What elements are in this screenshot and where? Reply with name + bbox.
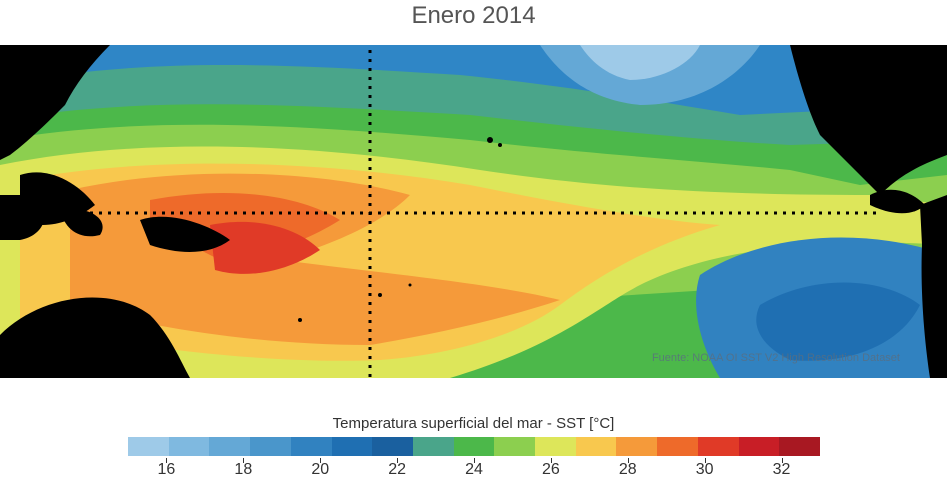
sst-map-svg [0,45,947,378]
colorbar-swatch [412,437,454,456]
colorbar-swatch [453,437,495,456]
colorbar-swatch [372,437,413,456]
colorbar-swatch [331,437,373,456]
colorbar-tick-mark [627,458,629,463]
map-title: Enero 2014 [411,2,536,29]
colorbar-swatch [290,437,332,456]
colorbar-swatch [616,437,658,456]
colorbar-swatch [535,437,576,456]
colorbar-tick-label: 32 [772,461,791,478]
colorbar-tick-label: 24 [465,461,483,478]
colorbar-tick-label: 30 [695,461,714,478]
colorbar-tick-mark [704,458,706,463]
colorbar-tick-mark [166,458,168,463]
colorbar-swatch [494,437,536,456]
colorbar-tick-label: 18 [234,461,253,478]
colorbar-tick-mark [474,458,475,463]
colorbar-swatch [128,437,169,456]
colorbar-tick-mark [243,458,245,463]
colorbar-tick-mark [397,458,399,463]
colorbar-label: Temperatura superficial del mar - SST [°… [332,415,615,432]
colorbar-tick-label: 22 [388,461,406,478]
colorbar-swatch [209,437,251,456]
colorbar-swatch [738,437,780,456]
colorbar-ticks: 16 18 20 22 24 26 28 30 32 [0,458,947,480]
colorbar-tick-label: 16 [157,461,176,478]
colorbar-swatch [697,437,739,456]
colorbar-tick-mark [550,458,552,463]
colorbar-swatch [657,437,698,456]
colorbar-swatch [250,437,291,456]
colorbar-tick-mark [320,458,322,463]
colorbar-tick-label: 26 [541,461,560,478]
colorbar-tick-label: 28 [618,461,637,478]
colorbar-swatch [168,437,210,456]
sst-map: Fuente: NOAA OI SST V2 High Resolution D… [0,45,947,378]
source-note: Fuente: NOAA OI SST V2 High Resolution D… [651,352,900,364]
colorbar-swatch [575,437,617,456]
colorbar [128,437,820,456]
colorbar-swatch [779,437,820,456]
colorbar-tick-mark [781,458,783,463]
colorbar-tick-label: 20 [311,461,330,478]
